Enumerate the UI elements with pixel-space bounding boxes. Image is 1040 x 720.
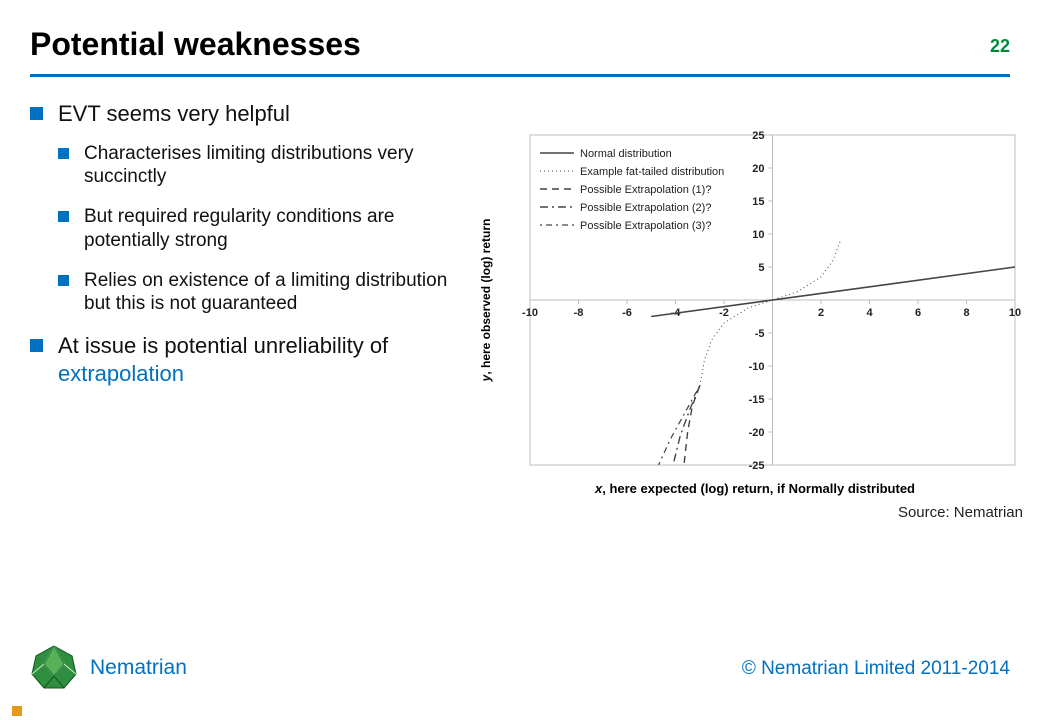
svg-text:-25: -25 xyxy=(749,460,765,472)
logo-icon xyxy=(30,644,78,692)
chart-source: Source: Nematrian xyxy=(475,504,1035,521)
svg-text:25: 25 xyxy=(752,130,764,142)
bullet-1-3: Relies on existence of a limiting distri… xyxy=(58,269,460,317)
svg-text:-10: -10 xyxy=(749,361,765,373)
slide: Potential weaknesses 22 EVT seems very h… xyxy=(0,0,1040,720)
slide-title: Potential weaknesses xyxy=(30,26,1010,63)
chart-container: -10-8-6-4-2246810-25-20-15-10-5510152025… xyxy=(475,120,1035,521)
x-axis-label: x, here expected (log) return, if Normal… xyxy=(475,481,1035,496)
bullet-2: At issue is potential unreliability of e… xyxy=(30,332,460,387)
svg-text:-6: -6 xyxy=(622,307,632,319)
bullet-1-1: Characterises limiting distributions ver… xyxy=(58,142,460,190)
qq-chart: -10-8-6-4-2246810-25-20-15-10-5510152025… xyxy=(475,120,1030,475)
brand-text: Nematrian xyxy=(90,656,187,680)
svg-text:5: 5 xyxy=(758,262,764,274)
svg-text:8: 8 xyxy=(963,307,969,319)
svg-text:6: 6 xyxy=(915,307,921,319)
svg-text:-15: -15 xyxy=(749,394,765,406)
svg-text:Possible Extrapolation (2)?: Possible Extrapolation (2)? xyxy=(580,202,711,214)
svg-text:15: 15 xyxy=(752,196,764,208)
svg-text:10: 10 xyxy=(752,229,764,241)
header: Potential weaknesses 22 xyxy=(30,26,1010,63)
decorative-square xyxy=(12,706,22,716)
svg-text:Normal distribution: Normal distribution xyxy=(580,148,672,160)
bullet-1: EVT seems very helpful Characterises lim… xyxy=(30,100,460,316)
svg-text:2: 2 xyxy=(818,307,824,319)
svg-text:10: 10 xyxy=(1009,307,1021,319)
header-rule xyxy=(30,74,1010,77)
svg-text:y, here observed (log) return: y, here observed (log) return xyxy=(479,219,493,383)
text-content: EVT seems very helpful Characterises lim… xyxy=(30,100,460,403)
bullet-2-highlight: extrapolation xyxy=(58,361,184,386)
svg-text:Possible Extrapolation (3)?: Possible Extrapolation (3)? xyxy=(580,220,711,232)
svg-text:-10: -10 xyxy=(522,307,538,319)
copyright-text: © Nematrian Limited 2011-2014 xyxy=(742,658,1010,680)
bullet-1-text: EVT seems very helpful xyxy=(58,101,290,126)
svg-text:20: 20 xyxy=(752,163,764,175)
page-number: 22 xyxy=(990,36,1010,57)
svg-text:-5: -5 xyxy=(755,328,765,340)
bullet-2-pre: At issue is potential unreliability of xyxy=(58,333,388,358)
svg-text:Possible Extrapolation (1)?: Possible Extrapolation (1)? xyxy=(580,184,711,196)
svg-text:-8: -8 xyxy=(574,307,584,319)
bullet-1-2: But required regularity conditions are p… xyxy=(58,205,460,253)
svg-text:4: 4 xyxy=(866,307,873,319)
footer: Nematrian © Nematrian Limited 2011-2014 xyxy=(30,642,1010,700)
svg-text:Example fat-tailed distributio: Example fat-tailed distribution xyxy=(580,166,724,178)
svg-text:-2: -2 xyxy=(719,307,729,319)
svg-text:-20: -20 xyxy=(749,427,765,439)
